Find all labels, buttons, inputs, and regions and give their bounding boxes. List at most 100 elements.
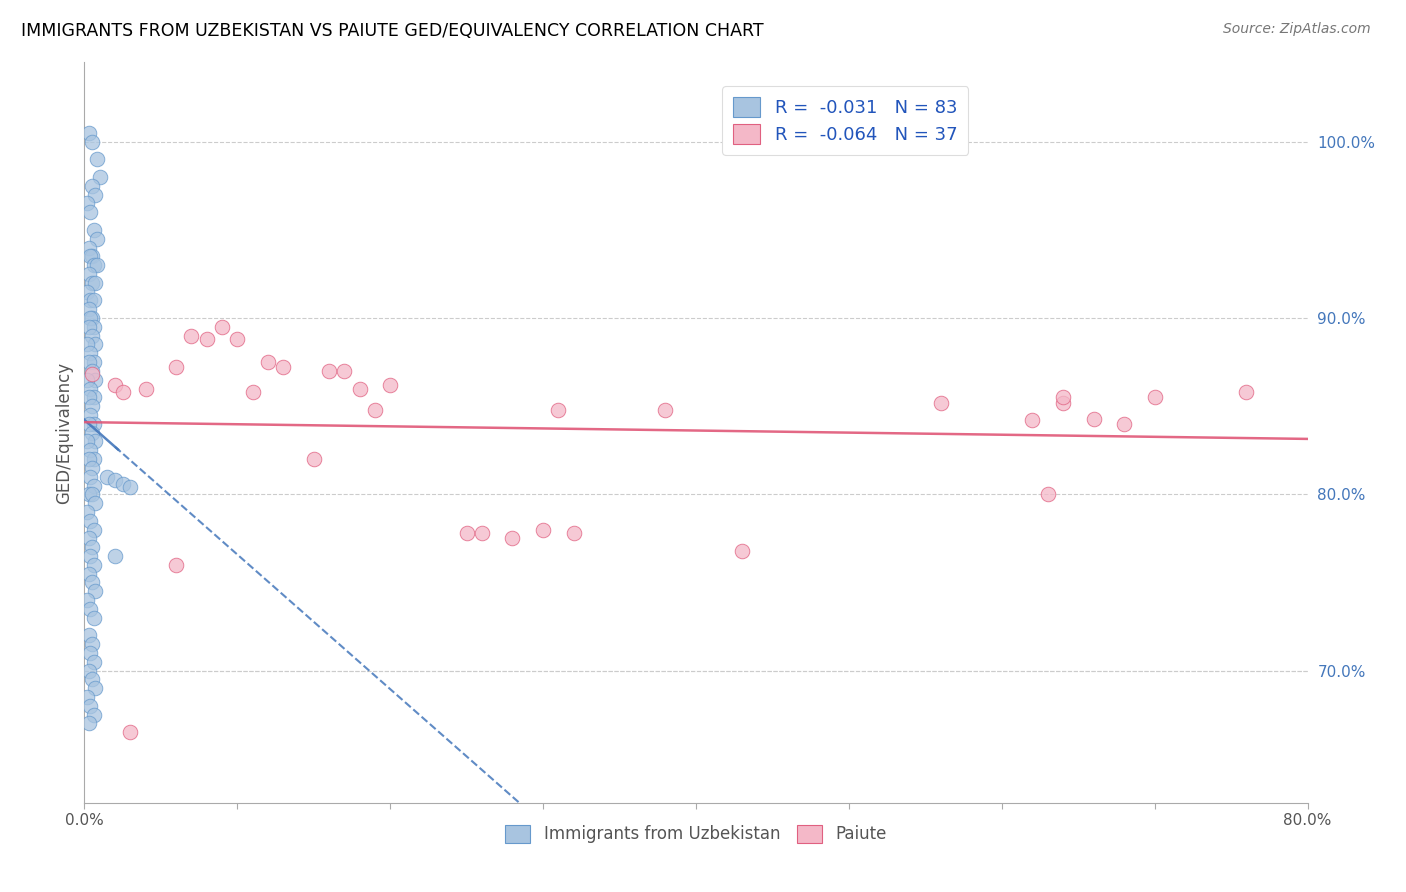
Point <box>79 549 101 563</box>
Point <box>502 532 524 546</box>
Point <box>76 196 98 211</box>
Point <box>104 549 127 563</box>
Point <box>80 311 103 326</box>
Point <box>111 385 134 400</box>
Point <box>77 267 100 281</box>
Point <box>84 337 107 351</box>
Text: Source: ZipAtlas.com: Source: ZipAtlas.com <box>1223 22 1371 37</box>
Point <box>562 526 585 541</box>
Point <box>79 443 101 458</box>
Point <box>77 628 100 642</box>
Point <box>302 452 325 467</box>
Point <box>76 373 98 387</box>
Point <box>83 417 105 431</box>
Point <box>1052 390 1074 404</box>
Point <box>104 378 127 392</box>
Point <box>80 368 103 382</box>
Point <box>86 232 108 246</box>
Point <box>1021 413 1043 427</box>
Point <box>83 355 105 369</box>
Point <box>76 593 98 607</box>
Point <box>83 611 105 625</box>
Point <box>79 311 101 326</box>
Point <box>1114 417 1136 431</box>
Point <box>86 153 108 167</box>
Text: IMMIGRANTS FROM UZBEKISTAN VS PAIUTE GED/EQUIVALENCY CORRELATION CHART: IMMIGRANTS FROM UZBEKISTAN VS PAIUTE GED… <box>21 22 763 40</box>
Point <box>104 473 127 487</box>
Point <box>1052 395 1074 409</box>
Point <box>76 434 98 449</box>
Point <box>79 382 101 396</box>
Point <box>84 276 107 290</box>
Point <box>80 276 103 290</box>
Point <box>531 523 554 537</box>
Point <box>83 293 105 308</box>
Point <box>195 332 218 346</box>
Point <box>80 487 103 501</box>
Point <box>83 258 105 272</box>
Point <box>80 135 103 149</box>
Point <box>77 302 100 317</box>
Point <box>180 328 202 343</box>
Point <box>226 332 249 346</box>
Point <box>456 526 478 541</box>
Point <box>84 496 107 510</box>
Point <box>79 408 101 422</box>
Point <box>86 258 108 272</box>
Point <box>76 505 98 519</box>
Point <box>80 178 103 193</box>
Point <box>364 402 387 417</box>
Point <box>242 385 264 400</box>
Point <box>80 249 103 263</box>
Point <box>380 378 402 392</box>
Point <box>1083 411 1105 425</box>
Point <box>211 319 233 334</box>
Point <box>79 514 101 528</box>
Point <box>80 637 103 651</box>
Point <box>731 543 754 558</box>
Point <box>77 532 100 546</box>
Point <box>80 399 103 413</box>
Point <box>654 402 676 417</box>
Point <box>76 337 98 351</box>
Point <box>79 469 101 483</box>
Point <box>929 395 952 409</box>
Point <box>84 681 107 696</box>
Point <box>1036 487 1059 501</box>
Point <box>77 319 100 334</box>
Point <box>80 328 103 343</box>
Point <box>83 390 105 404</box>
Point <box>79 293 101 308</box>
Point <box>96 469 118 483</box>
Point <box>79 249 101 263</box>
Y-axis label: GED/Equivalency: GED/Equivalency <box>55 361 73 504</box>
Point <box>83 523 105 537</box>
Point <box>83 319 105 334</box>
Point <box>84 373 107 387</box>
Point <box>77 126 100 140</box>
Point <box>333 364 356 378</box>
Point <box>77 566 100 581</box>
Point <box>1143 390 1166 404</box>
Point <box>83 558 105 572</box>
Point <box>76 285 98 299</box>
Point <box>79 602 101 616</box>
Point <box>271 360 294 375</box>
Point <box>349 382 371 396</box>
Point <box>1236 385 1258 400</box>
Point <box>79 646 101 660</box>
Point <box>77 355 100 369</box>
Point <box>79 205 101 219</box>
Point <box>80 364 103 378</box>
Point <box>79 346 101 360</box>
Point <box>77 241 100 255</box>
Point <box>83 223 105 237</box>
Point <box>77 452 100 467</box>
Point <box>471 526 494 541</box>
Point <box>84 434 107 449</box>
Point <box>80 673 103 687</box>
Point <box>80 575 103 590</box>
Point <box>83 655 105 669</box>
Point <box>84 584 107 599</box>
Legend: Immigrants from Uzbekistan, Paiute: Immigrants from Uzbekistan, Paiute <box>499 818 893 850</box>
